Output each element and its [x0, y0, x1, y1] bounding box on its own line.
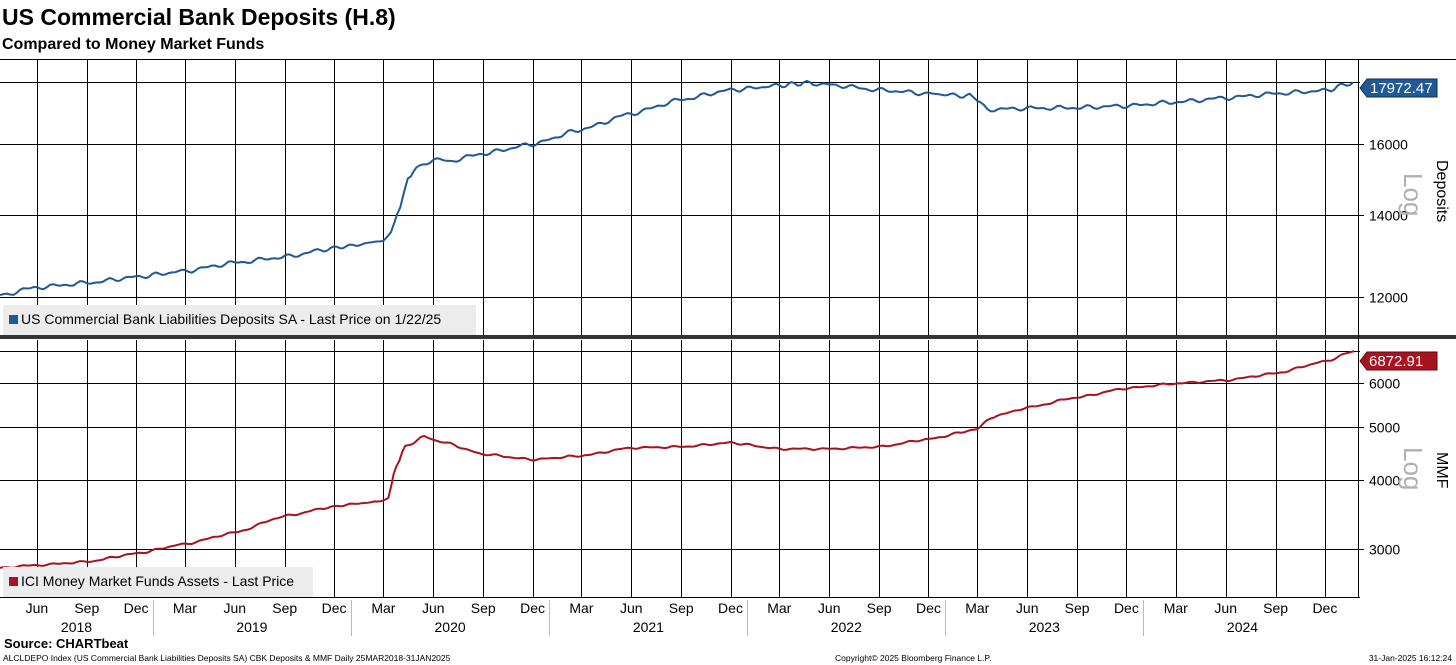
x-tick-label: Dec: [322, 600, 347, 616]
mmf-gridlines: 3000 4000 5000 6000: [0, 340, 1400, 597]
x-tick-label: Sep: [272, 600, 297, 616]
x-tick-label: Dec: [1312, 600, 1337, 616]
x-tick-label: Mar: [965, 600, 989, 616]
series-lines: [0, 79, 1355, 569]
source-label: Source: CHARTbeat: [4, 636, 129, 651]
x-tick-label: Jun: [26, 600, 49, 616]
mmf-legend-swatch: [9, 577, 18, 586]
deposits-series-line: [0, 79, 1354, 296]
x-tick-label: Mar: [173, 600, 197, 616]
x-year-label: 2021: [633, 619, 664, 635]
chart-title: US Commercial Bank Deposits (H.8): [2, 4, 396, 30]
x-tick-label: Dec: [520, 600, 545, 616]
mmf-ytick-label: 6000: [1369, 376, 1400, 392]
deposits-ytick-label: 14000: [1369, 208, 1408, 224]
x-tick-label: Dec: [916, 600, 941, 616]
x-tick-label: Jun: [620, 600, 643, 616]
deposits-axis-label: Deposits: [1433, 160, 1450, 222]
x-tick-label: Dec: [1114, 600, 1139, 616]
x-tick-label: Mar: [569, 600, 593, 616]
x-tick-label: Jun: [422, 600, 445, 616]
x-tick-label: Mar: [1164, 600, 1188, 616]
x-tick-label: Mar: [371, 600, 395, 616]
x-axis: Jun Sep Dec Mar Jun Sep Dec Mar Jun Sep Dec Mar Jun S…: [26, 600, 1337, 636]
x-tick-label: Jun: [818, 600, 841, 616]
x-tick-label: Dec: [718, 600, 743, 616]
x-year-label: 2020: [435, 619, 466, 635]
deposits-ytick-label: 16000: [1369, 137, 1408, 153]
x-tick-label: Mar: [767, 600, 791, 616]
x-tick-label: Jun: [1214, 600, 1237, 616]
x-tick-label: Sep: [1263, 600, 1288, 616]
chart-subtitle: Compared to Money Market Funds: [2, 36, 264, 53]
footer-right: 31-Jan-2025 16:12:24: [1369, 653, 1452, 663]
deposits-last-value-tag: 17972.47: [1359, 78, 1438, 98]
mmf-ytick-label: 5000: [1369, 420, 1400, 436]
x-tick-label: Jun: [1016, 600, 1039, 616]
mmf-log-label: Log: [1398, 447, 1428, 490]
footer-center: Copyright© 2025 Bloomberg Finance L.P.: [835, 653, 991, 663]
deposits-legend-swatch: [9, 315, 18, 324]
x-tick-label: Sep: [74, 600, 99, 616]
x-tick-label: Sep: [1065, 600, 1090, 616]
x-tick-label: Jun: [224, 600, 247, 616]
x-tick-label: Sep: [867, 600, 892, 616]
x-year-label: 2019: [236, 619, 267, 635]
x-year-label: 2023: [1029, 619, 1060, 635]
x-tick-label: Dec: [124, 600, 149, 616]
mmf-axis-label: MMF: [1433, 452, 1450, 489]
mmf-last-value: 6872.91: [1369, 353, 1423, 370]
deposits-legend-label: US Commercial Bank Liabilities Deposits …: [21, 311, 441, 327]
mmf-series-line: [0, 350, 1355, 569]
mmf-last-value-tag: 6872.91: [1359, 351, 1438, 371]
x-year-label: 2018: [61, 619, 92, 635]
mmf-ytick-label: 4000: [1369, 473, 1400, 489]
x-year-label: 2022: [831, 619, 862, 635]
footer-left: ALCLDEPO Index (US Commercial Bank Liabi…: [3, 653, 451, 663]
deposits-gridlines: 12000 14000 16000: [0, 60, 1408, 335]
deposits-ytick-label: 12000: [1369, 290, 1408, 306]
mmf-legend: ICI Money Market Funds Assets - Last Pri…: [3, 567, 313, 597]
deposits-last-value: 17972.47: [1370, 80, 1433, 97]
x-year-label: 2024: [1227, 619, 1258, 635]
deposits-legend: US Commercial Bank Liabilities Deposits …: [3, 305, 476, 335]
deposits-log-label: Log: [1398, 173, 1428, 216]
x-tick-label: Sep: [471, 600, 496, 616]
mmf-ytick-label: 3000: [1369, 542, 1400, 558]
x-tick-label: Sep: [669, 600, 694, 616]
mmf-legend-label: ICI Money Market Funds Assets - Last Pri…: [21, 573, 294, 589]
